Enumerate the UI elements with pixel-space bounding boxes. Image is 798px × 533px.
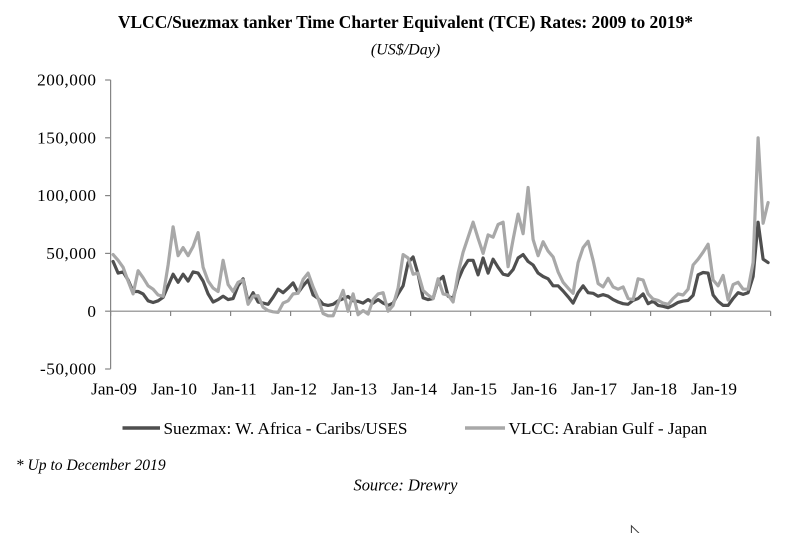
svg-text:150,000: 150,000 — [37, 128, 96, 147]
svg-text:Jan-10: Jan-10 — [151, 380, 197, 399]
svg-text:Jan-19: Jan-19 — [691, 380, 737, 399]
svg-text:VLCC: Arabian Gulf - Japan: VLCC: Arabian Gulf - Japan — [509, 419, 708, 438]
svg-text:* Up to December 2019: * Up to December 2019 — [16, 457, 166, 474]
svg-text:Jan-09: Jan-09 — [91, 380, 137, 399]
svg-text:Jan-18: Jan-18 — [631, 380, 677, 399]
svg-text:Jan-15: Jan-15 — [451, 380, 497, 399]
svg-text:(US$/Day): (US$/Day) — [371, 42, 440, 59]
svg-text:Source: Drewry: Source: Drewry — [354, 476, 459, 495]
svg-text:Jan-14: Jan-14 — [391, 380, 437, 399]
svg-text:Jan-16: Jan-16 — [511, 380, 557, 399]
svg-text:VLCC/Suezmax tanker Time Chart: VLCC/Suezmax tanker Time Charter Equival… — [118, 12, 693, 32]
svg-text:Suezmax: W. Africa - Caribs/US: Suezmax: W. Africa - Caribs/USES — [164, 419, 408, 438]
svg-text:50,000: 50,000 — [46, 244, 96, 263]
svg-text:100,000: 100,000 — [37, 186, 96, 205]
svg-text:-50,000: -50,000 — [40, 360, 97, 379]
svg-text:Jan-12: Jan-12 — [271, 380, 317, 399]
svg-text:Jan-11: Jan-11 — [212, 380, 257, 399]
svg-text:Jan-13: Jan-13 — [331, 380, 377, 399]
svg-text:Jan-17: Jan-17 — [571, 380, 617, 399]
svg-text:200,000: 200,000 — [37, 71, 96, 90]
svg-text:0: 0 — [87, 302, 96, 321]
